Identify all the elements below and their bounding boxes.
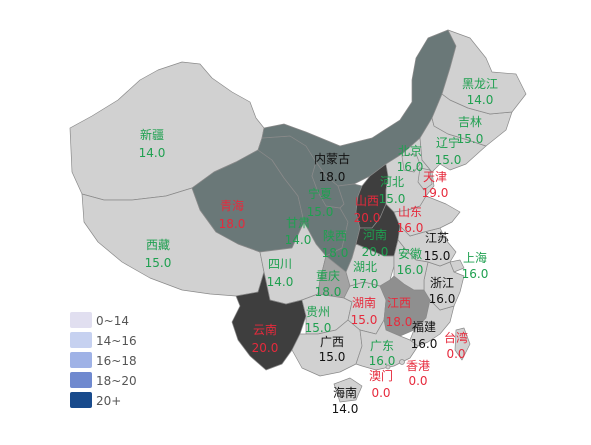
- province-yunnan-shape[interactable]: [231, 271, 307, 371]
- province-henan-value: 20.0: [362, 245, 389, 259]
- province-xinjiang-value: 14.0: [139, 146, 166, 160]
- province-neimenggu-value: 18.0: [319, 170, 346, 184]
- province-hongkong-name: 香港: [406, 359, 430, 373]
- province-tianjin-shape[interactable]: [417, 167, 433, 191]
- province-guizhou-value: 15.0: [305, 321, 332, 335]
- province-shandong-name: 山东: [398, 205, 422, 219]
- legend-item-2[interactable]: 14~16: [70, 332, 137, 348]
- province-henan-name: 河南: [363, 227, 387, 242]
- province-anhui-name: 安徽: [398, 246, 422, 261]
- province-shanghai-name: 上海: [463, 250, 487, 265]
- province-jilin-name: 吉林: [458, 115, 482, 129]
- province-beijing-shape[interactable]: [401, 153, 421, 173]
- province-fujian-name: 福建: [412, 319, 436, 334]
- province-macau-value: 0.0: [371, 386, 390, 400]
- province-shandong-value: 16.0: [397, 221, 424, 235]
- province-beijing-name: 北京: [398, 144, 422, 158]
- province-qinghai-value: 18.0: [219, 217, 246, 231]
- province-hainan-value: 14.0: [332, 402, 359, 416]
- province-xizang-name: 西藏: [146, 238, 170, 252]
- legend-swatch[interactable]: [70, 332, 92, 348]
- province-shanxi-value: 20.0: [354, 211, 381, 225]
- legend-item-4[interactable]: 18~20: [70, 372, 137, 388]
- province-heilongjiang-shape[interactable]: [441, 29, 527, 115]
- province-shapes: [69, 29, 527, 403]
- legend-item-1[interactable]: 0~14: [70, 312, 129, 328]
- province-hongkong-value: 0.0: [408, 374, 427, 388]
- province-jilin-value: 15.0: [457, 132, 484, 146]
- province-macau-name: 澳门: [369, 368, 393, 383]
- province-zhejiang-value: 16.0: [429, 292, 456, 306]
- legend: 0~14 14~16 16~18 18~20 20+: [70, 312, 137, 408]
- province-chongqing-value: 18.0: [315, 285, 342, 299]
- legend-label: 18~20: [96, 374, 137, 388]
- province-heilongjiang-value: 14.0: [467, 93, 494, 107]
- legend-swatch[interactable]: [70, 312, 92, 328]
- province-liaoning-name: 辽宁: [436, 135, 460, 150]
- province-guizhou-name: 贵州: [306, 305, 330, 319]
- province-taiwan-shape[interactable]: [454, 327, 471, 361]
- province-shaanxi-name: 陕西: [323, 228, 347, 243]
- legend-swatch[interactable]: [70, 392, 92, 408]
- province-taiwan-name: 台湾: [444, 330, 468, 345]
- province-tianjin-name: 天津: [423, 170, 447, 184]
- province-sichuan-value: 14.0: [267, 275, 294, 289]
- province-xizang-value: 15.0: [145, 256, 172, 270]
- province-hunan-name: 湖南: [352, 295, 376, 310]
- province-hunan-value: 15.0: [351, 313, 378, 327]
- legend-label: 14~16: [96, 334, 137, 348]
- province-anhui-value: 16.0: [397, 263, 424, 277]
- province-jiangsu-name: 江苏: [425, 231, 449, 245]
- province-hebei-name: 河北: [380, 175, 404, 189]
- province-fujian-value: 16.0: [411, 337, 438, 351]
- province-guangxi-value: 15.0: [319, 350, 346, 364]
- province-anhui-shape[interactable]: [393, 239, 429, 291]
- province-ningxia-name: 宁夏: [308, 186, 332, 201]
- province-gansu-value: 14.0: [285, 233, 312, 247]
- province-guangxi-name: 广西: [320, 335, 344, 349]
- province-hebei-value: 15.0: [379, 192, 406, 206]
- province-qinghai-name: 青海: [220, 198, 244, 213]
- province-zhejiang-name: 浙江: [430, 276, 454, 290]
- province-shanghai-value: 16.0: [462, 267, 489, 281]
- province-jiangxi-name: 江西: [387, 296, 411, 310]
- province-shanghai-shape[interactable]: [449, 259, 465, 273]
- province-liaoning-value: 15.0: [435, 153, 462, 167]
- province-hainan-shape[interactable]: [333, 377, 363, 403]
- province-xinjiang-name: 新疆: [140, 127, 164, 142]
- province-guangdong-name: 广东: [370, 339, 394, 353]
- legend-item-5[interactable]: 20+: [70, 392, 121, 408]
- province-neimenggu-name: 内蒙古: [314, 151, 350, 166]
- province-macau-shape[interactable]: [385, 364, 391, 370]
- province-gansu-name: 甘肃: [286, 216, 310, 230]
- province-hainan-name: 海南: [333, 385, 357, 400]
- province-chongqing-name: 重庆: [316, 269, 340, 283]
- legend-swatch[interactable]: [70, 352, 92, 368]
- legend-label: 0~14: [96, 314, 129, 328]
- province-hubei-value: 17.0: [352, 277, 379, 291]
- province-sichuan-name: 四川: [268, 257, 292, 271]
- province-heilongjiang-name: 黑龙江: [462, 77, 498, 91]
- legend-label: 16~18: [96, 354, 137, 368]
- province-guangdong-shape[interactable]: [355, 319, 419, 371]
- legend-swatch[interactable]: [70, 372, 92, 388]
- province-hongkong-shape[interactable]: [399, 359, 405, 365]
- province-hubei-name: 湖北: [353, 259, 377, 274]
- province-shanxi-name: 山西: [355, 194, 379, 208]
- province-labels: 新疆 14.0 西藏 15.0 青海 18.0 甘肃 14.0 内蒙古 18.0…: [139, 77, 498, 416]
- province-tianjin-value: 19.0: [422, 186, 449, 200]
- province-yunnan-value: 20.0: [252, 341, 279, 355]
- province-ningxia-value: 15.0: [307, 205, 334, 219]
- province-yunnan-name: 云南: [253, 322, 277, 337]
- province-guangdong-value: 16.0: [369, 354, 396, 368]
- province-jiangxi-value: 18.0: [386, 315, 413, 329]
- province-taiwan-value: 0.0: [446, 347, 465, 361]
- legend-label: 20+: [96, 394, 121, 408]
- province-jiangsu-value: 15.0: [424, 249, 451, 263]
- province-hebei-shape[interactable]: [385, 137, 435, 213]
- legend-item-3[interactable]: 16~18: [70, 352, 137, 368]
- province-beijing-value: 16.0: [397, 160, 424, 174]
- province-shaanxi-value: 18.0: [322, 246, 349, 260]
